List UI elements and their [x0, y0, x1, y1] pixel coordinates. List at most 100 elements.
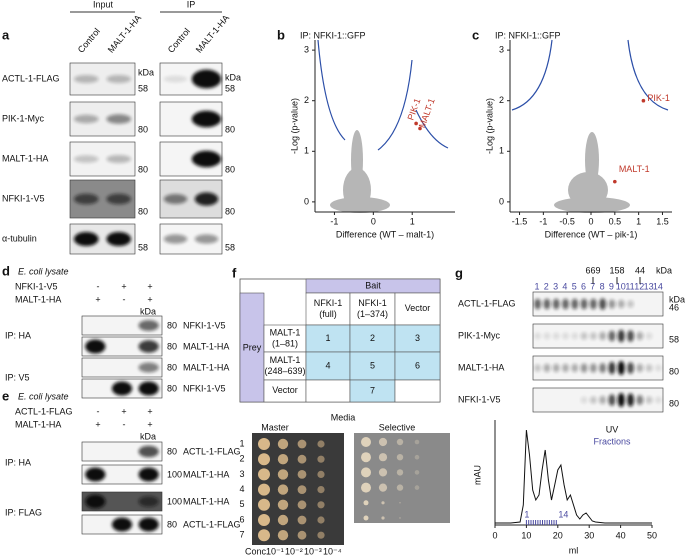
colony — [297, 454, 307, 464]
label: NFKI-1-V5 — [15, 281, 58, 291]
band — [191, 150, 222, 168]
label: 46 — [669, 302, 679, 312]
label: Prey — [243, 342, 262, 352]
label: 5 — [572, 281, 577, 291]
point-label: MALT-1 — [619, 164, 650, 174]
band — [617, 361, 625, 375]
label: 14 — [653, 281, 663, 291]
label: 80 — [167, 383, 177, 393]
x-axis-label: Difference (WT – malt-1) — [336, 229, 434, 239]
y-tick-label: 3 — [499, 44, 504, 54]
cell — [349, 324, 396, 353]
colony — [277, 499, 289, 510]
x-tick-label: 1 — [410, 216, 415, 226]
label: 4 — [239, 484, 244, 494]
band — [73, 114, 99, 124]
band — [73, 155, 99, 163]
colony — [277, 454, 289, 465]
band — [191, 110, 222, 128]
table-text: MALT-1 (248–639) — [264, 355, 305, 376]
band — [580, 363, 588, 373]
label: 80 — [138, 164, 148, 174]
cell — [394, 351, 441, 381]
label: 7 — [239, 530, 244, 540]
blot — [81, 315, 163, 336]
label: 2 — [544, 281, 549, 291]
y-tick-label: 0 — [304, 196, 309, 206]
label: 10⁻⁴ — [323, 546, 342, 556]
band — [106, 75, 132, 83]
colony — [277, 484, 289, 495]
label: E. coli lysate — [18, 266, 69, 276]
colony — [297, 485, 307, 494]
label: Conc. — [245, 546, 269, 556]
colony — [297, 530, 307, 540]
colony — [317, 516, 325, 524]
band — [626, 393, 635, 407]
prey-cell — [239, 292, 265, 403]
colony — [297, 439, 307, 449]
label: e — [2, 388, 9, 403]
label: 12 — [634, 281, 644, 291]
colony — [414, 439, 420, 445]
table-text: Vector — [272, 385, 298, 395]
label: PIK-1-Myc — [2, 113, 45, 123]
label: NFKI-1-V5 — [183, 320, 226, 330]
label: 80 — [225, 206, 235, 216]
label: 80 — [167, 519, 177, 529]
y-axis-label: -Log (p-value) — [484, 98, 494, 154]
band — [645, 332, 653, 340]
table-text: Vector — [405, 303, 431, 313]
label: kDa — [225, 72, 241, 82]
label: kDa — [140, 431, 156, 441]
label: MALT-1-HA — [15, 419, 61, 429]
band — [580, 396, 588, 404]
label: 80 — [167, 446, 177, 456]
x-tick-label: 30 — [584, 530, 594, 540]
colony — [396, 454, 404, 461]
band — [589, 332, 597, 340]
label: 10⁻¹ — [266, 546, 284, 556]
label: 58 — [138, 83, 148, 93]
band — [552, 363, 560, 373]
band — [138, 340, 159, 353]
label: + — [95, 294, 100, 304]
x-tick-label: 50 — [647, 530, 657, 540]
label: 80 — [225, 124, 235, 134]
label: MALT-1-HA — [194, 13, 231, 55]
label: kDa — [656, 265, 672, 275]
band — [626, 330, 635, 342]
colony — [399, 502, 401, 504]
colony — [317, 440, 325, 448]
band — [589, 363, 597, 373]
label: IP: NFKI-1::GFP — [495, 30, 561, 40]
band — [73, 232, 99, 246]
y-axis-label: mAU — [472, 465, 482, 485]
label: MALT-1-HA — [106, 13, 143, 55]
y-tick-label: 2 — [304, 95, 309, 105]
colony — [396, 469, 404, 476]
band — [608, 394, 616, 406]
label: 14 — [558, 509, 568, 519]
blot — [532, 387, 664, 413]
label: 8 — [600, 281, 605, 291]
colony — [297, 515, 307, 525]
x-tick-label: 0 — [588, 216, 593, 226]
label: + — [95, 419, 100, 429]
label: - — [123, 294, 126, 304]
band — [608, 299, 616, 309]
band — [636, 363, 644, 373]
band — [543, 363, 551, 373]
cell — [305, 351, 351, 381]
label: 80 — [669, 398, 679, 408]
uv-line — [495, 429, 652, 524]
label: α-tubulin — [2, 233, 37, 243]
label: - — [97, 406, 100, 416]
y-tick-label: 3 — [304, 44, 309, 54]
band — [561, 363, 570, 373]
label: Master — [261, 422, 289, 432]
label: NFKI-1-V5 — [183, 383, 226, 393]
band — [580, 298, 588, 310]
band — [561, 332, 570, 340]
label: 6 — [415, 360, 420, 370]
